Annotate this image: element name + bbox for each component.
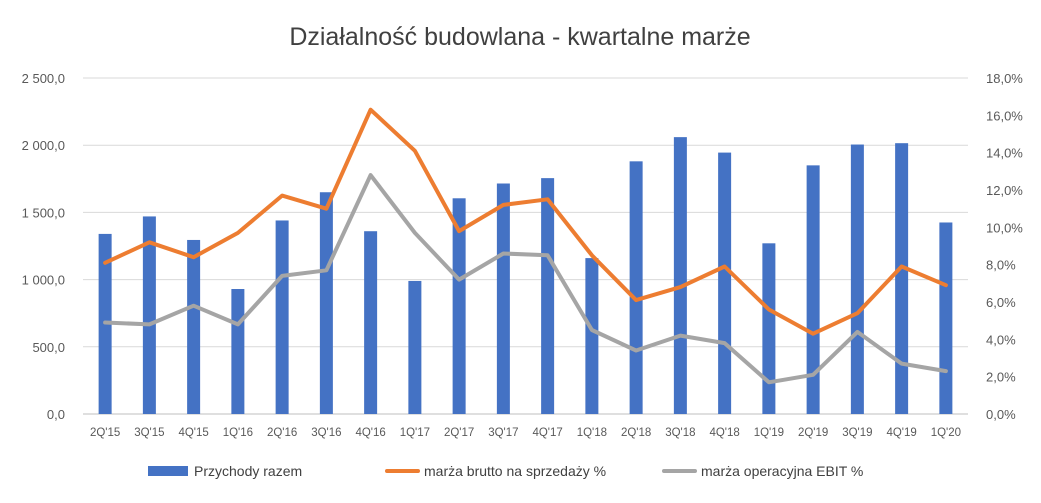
right-axis-tick-label: 10,0% (986, 220, 1023, 235)
bar (496, 183, 510, 414)
x-axis-tick-label: 1Q'19 (754, 427, 784, 439)
right-axis-tick-label: 8,0% (986, 258, 1016, 273)
right-axis-tick-label: 2,0% (986, 370, 1016, 385)
bar (142, 216, 156, 414)
bar (364, 231, 378, 414)
x-axis-tick-label: 3Q'15 (134, 427, 164, 439)
right-axis-tick-label: 6,0% (986, 295, 1016, 310)
x-axis-tick-label: 4Q'16 (355, 427, 385, 439)
left-axis-tick-label: 500,0 (32, 340, 65, 355)
left-axis-tick-label: 2 500,0 (22, 71, 65, 86)
legend-label: Przychody razem (194, 463, 302, 479)
right-axis-tick-label: 14,0% (986, 146, 1023, 161)
line-series (103, 107, 948, 385)
bar-series (98, 137, 953, 415)
right-axis-tick-label: 12,0% (986, 183, 1023, 198)
x-axis-tick-label: 2Q'18 (621, 427, 651, 439)
x-axis-tick-label: 1Q'16 (223, 427, 253, 439)
x-axis-tick-label: 3Q'17 (488, 427, 518, 439)
bar (762, 243, 776, 414)
left-axis-tick-label: 1 500,0 (22, 205, 65, 220)
bar (585, 258, 599, 414)
right-axis-tick-label: 0,0% (986, 407, 1016, 422)
x-axis: 2Q'15 3Q'15 4Q'15 1Q'16 2Q'16 3Q'16 4Q'16 1Q'17… (90, 427, 961, 439)
bar (629, 161, 643, 414)
bar (718, 152, 732, 415)
chart-title: Działalność budowlana - kwartalne marże (289, 23, 750, 51)
bar (452, 198, 466, 414)
bar (319, 192, 333, 414)
left-axis-tick-label: 0,0 (47, 407, 65, 422)
bar (673, 137, 687, 415)
bar (408, 280, 422, 414)
bar (806, 165, 820, 414)
x-axis-tick-label: 2Q'19 (798, 427, 828, 439)
bar (850, 144, 864, 414)
left-axis-tick-label: 2 000,0 (22, 138, 65, 153)
legend-label: marża brutto na sprzedaży % (424, 463, 606, 479)
series-line (103, 173, 948, 385)
gridlines (83, 77, 968, 415)
left-axis: 0,0 500,0 1 000,0 1 500,0 2 000,0 2 500,0 (22, 71, 65, 422)
bar (187, 239, 201, 414)
right-axis-tick-label: 16,0% (986, 108, 1023, 123)
legend: Przychody razem marża brutto na sprzedaży… (148, 463, 863, 479)
bar (895, 143, 909, 414)
x-axis-tick-label: 4Q'19 (886, 427, 916, 439)
x-axis-tick-label: 3Q'19 (842, 427, 872, 439)
x-axis-tick-label: 1Q'17 (400, 427, 430, 439)
x-axis-tick-label: 2Q'16 (267, 427, 297, 439)
x-axis-tick-label: 4Q'18 (709, 427, 739, 439)
legend-label: marża operacyjna EBIT % (701, 463, 863, 479)
bar (231, 289, 245, 414)
right-axis-tick-label: 18,0% (986, 71, 1023, 86)
x-axis-tick-label: 2Q'17 (444, 427, 474, 439)
right-axis: 0,0% 2,0% 4,0% 6,0% 8,0% 10,0% 12,0% 14,0% 16,0%… (986, 71, 1023, 422)
x-axis-tick-label: 2Q'15 (90, 427, 120, 439)
x-axis-tick-label: 3Q'16 (311, 427, 341, 439)
bar (275, 220, 289, 414)
x-axis-tick-label: 3Q'18 (665, 427, 695, 439)
bar (541, 178, 555, 414)
legend-swatch (148, 466, 188, 476)
x-axis-tick-label: 4Q'17 (532, 427, 562, 439)
bar (939, 222, 953, 414)
x-axis-tick-label: 1Q'20 (931, 427, 961, 439)
series-line (103, 107, 948, 336)
left-axis-tick-label: 1 000,0 (22, 273, 65, 288)
right-axis-tick-label: 4,0% (986, 332, 1016, 347)
x-axis-tick-label: 1Q'18 (577, 427, 607, 439)
x-axis-tick-label: 4Q'15 (178, 427, 208, 439)
